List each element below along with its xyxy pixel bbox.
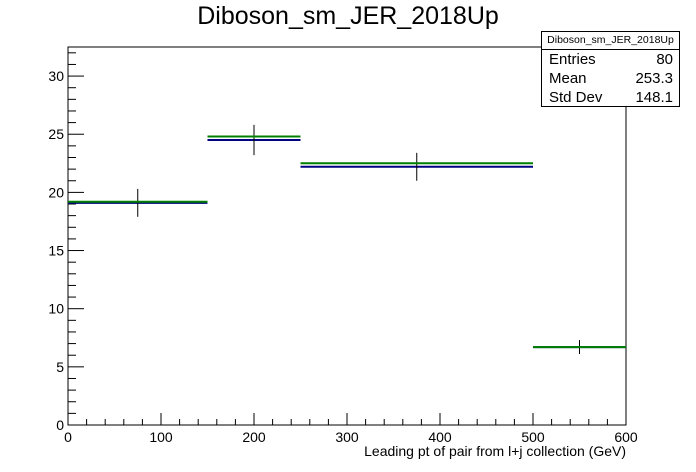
stats-label-entries: Entries <box>549 51 596 68</box>
stats-box: Diboson_sm_JER_2018Up Entries 80 Mean 25… <box>541 31 680 107</box>
stats-value-entries: 80 <box>656 51 673 68</box>
y-tick-label: 25 <box>48 126 64 142</box>
axes: 0 100 200 300 400 500 600 0 5 10 15 20 25 30 Leading p… <box>48 46 638 459</box>
y-tick-label: 10 <box>48 301 64 317</box>
y-tick-label: 20 <box>48 184 64 200</box>
data-marks <box>68 124 626 355</box>
stats-row-stddev: Std Dev 148.1 <box>542 88 679 107</box>
x-tick-label: 0 <box>64 429 72 445</box>
chart-title: Diboson_sm_JER_2018Up <box>197 2 499 30</box>
x-tick-label: 200 <box>242 429 266 445</box>
stats-row-mean: Mean 253.3 <box>542 69 679 88</box>
x-tick-label: 300 <box>335 429 359 445</box>
stats-label-stddev: Std Dev <box>549 89 603 106</box>
y-tick-label: 0 <box>56 417 64 433</box>
stats-value-mean: 253.3 <box>635 70 673 87</box>
x-tick-label: 400 <box>428 429 452 445</box>
stats-box-title: Diboson_sm_JER_2018Up <box>542 32 679 50</box>
y-tick-label: 30 <box>48 68 64 84</box>
y-tick-label: 5 <box>56 359 64 375</box>
stats-value-stddev: 148.1 <box>635 89 673 106</box>
x-tick-label: 600 <box>614 429 638 445</box>
y-tick-label: 15 <box>48 243 64 259</box>
stats-label-mean: Mean <box>549 70 587 87</box>
x-tick-label: 100 <box>149 429 173 445</box>
x-tick-label: 500 <box>521 429 545 445</box>
stats-row-entries: Entries 80 <box>542 50 679 69</box>
x-axis-label: Leading pt of pair from l+j collection (… <box>364 443 626 459</box>
